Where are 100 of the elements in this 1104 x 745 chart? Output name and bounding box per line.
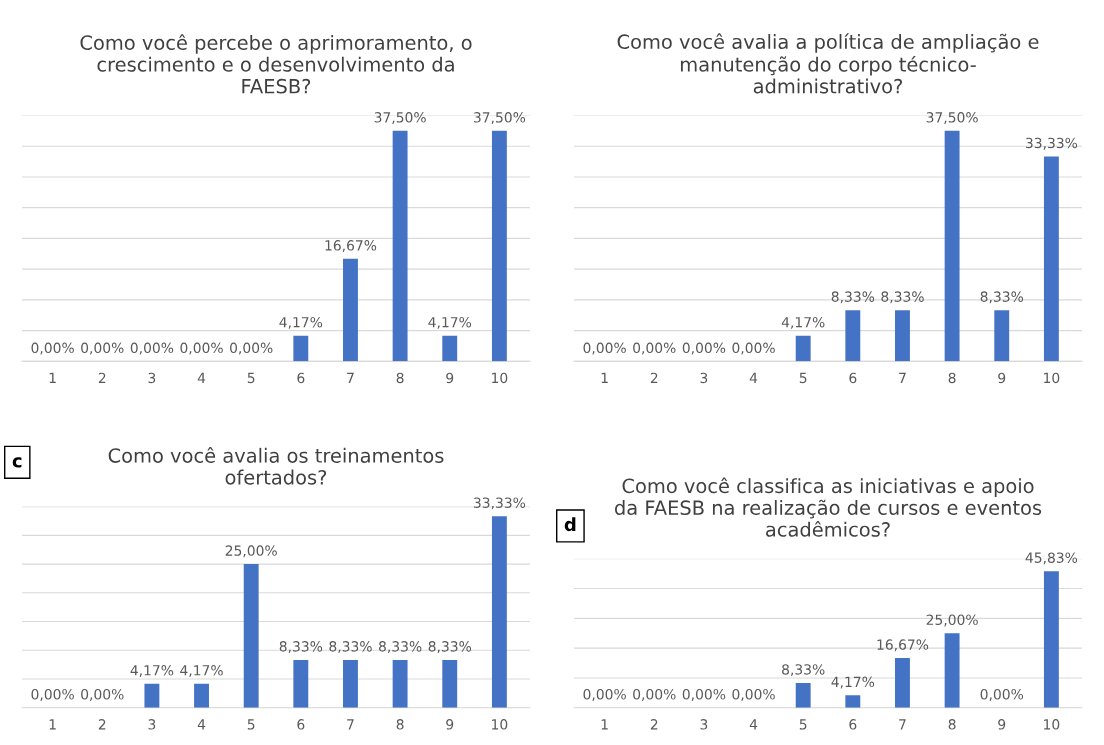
x-tick-label: 2 xyxy=(650,719,658,730)
x-tick-label: 5 xyxy=(247,372,255,384)
x-tick-label: 6 xyxy=(297,372,305,384)
x-tick-label: 9 xyxy=(446,719,454,730)
bar xyxy=(343,659,358,708)
data-label: 4,17% xyxy=(180,665,223,677)
x-tick-label: 5 xyxy=(799,719,807,730)
x-tick-label: 8 xyxy=(948,372,956,384)
bar xyxy=(293,659,309,708)
data-label: 0,00% xyxy=(633,342,676,355)
bar xyxy=(845,310,861,362)
data-label: 37,50% xyxy=(926,112,978,125)
data-label: 4,17% xyxy=(831,676,875,689)
data-label: 8,33% xyxy=(428,641,472,654)
chart-title: Como você avalia os treinamentos ofertados? xyxy=(108,447,444,485)
x-tick-label: 3 xyxy=(148,719,156,730)
bar xyxy=(1043,571,1059,708)
bar xyxy=(491,516,507,708)
x-tick-label: 1 xyxy=(601,719,608,730)
chart-title: Como você percebe o aprimoramento, o crescimento e o desenvolvimento da FAESB? xyxy=(80,34,472,94)
data-label: 8,33% xyxy=(980,291,1024,304)
x-tick-label: 10 xyxy=(492,372,508,384)
x-tick-label: 7 xyxy=(899,372,906,383)
x-tick-label: 4 xyxy=(197,719,206,730)
bar xyxy=(895,310,910,362)
data-label: 0,00% xyxy=(230,342,273,355)
data-label: 4,17% xyxy=(781,316,825,329)
x-tick-label: 10 xyxy=(1044,372,1060,384)
bar xyxy=(795,682,811,708)
bar xyxy=(994,310,1010,362)
bar xyxy=(795,335,811,362)
x-tick-label: 3 xyxy=(148,372,156,384)
data-label: 8,33% xyxy=(782,664,825,677)
bar xyxy=(895,658,910,708)
data-label: 4,17% xyxy=(130,665,174,677)
x-tick-label: 5 xyxy=(799,372,807,384)
x-tick-label: 6 xyxy=(849,372,857,384)
x-tick-label: 6 xyxy=(297,719,305,730)
x-tick-label: 2 xyxy=(98,372,106,383)
bar xyxy=(1043,156,1059,362)
data-label: 0,00% xyxy=(682,689,726,701)
x-tick-label: 8 xyxy=(396,372,404,384)
data-label: 25,00% xyxy=(926,614,978,627)
x-tick-label: 3 xyxy=(700,372,708,384)
data-label: 4,17% xyxy=(428,316,472,329)
data-label: 8,33% xyxy=(378,641,422,654)
bar xyxy=(944,130,960,362)
x-tick-label: 9 xyxy=(446,372,454,384)
data-label: 0,00% xyxy=(980,689,1024,701)
x-tick-label: 4 xyxy=(749,719,758,730)
data-label: 0,00% xyxy=(732,342,775,355)
x-tick-label: 8 xyxy=(948,719,956,730)
x-tick-label: 10 xyxy=(1044,719,1060,730)
x-tick-label: 4 xyxy=(749,372,758,383)
data-label: 0,00% xyxy=(583,342,626,355)
x-tick-label: 5 xyxy=(247,719,255,730)
x-tick-label: 10 xyxy=(492,719,508,730)
x-tick-label: 9 xyxy=(998,372,1006,384)
data-label: 8,33% xyxy=(831,291,875,304)
bar xyxy=(442,659,458,708)
text: c xyxy=(12,457,22,468)
x-tick-label: 1 xyxy=(49,719,56,730)
data-label: 0,00% xyxy=(81,342,124,355)
data-label: 37,50% xyxy=(374,112,426,125)
x-tick-label: 2 xyxy=(98,719,106,730)
data-label: 0,00% xyxy=(583,689,626,701)
bar xyxy=(144,683,160,708)
x-tick-label: 6 xyxy=(849,719,857,730)
bar xyxy=(392,659,408,708)
data-label: 25,00% xyxy=(225,545,277,558)
x-tick-label: 7 xyxy=(347,372,354,383)
data-label: 0,00% xyxy=(81,689,124,701)
x-tick-label: 1 xyxy=(49,372,56,383)
data-label: 16,67% xyxy=(325,240,377,253)
x-tick-label: 1 xyxy=(601,372,608,383)
data-label: 8,33% xyxy=(279,641,323,654)
x-tick-label: 2 xyxy=(650,372,658,383)
bar xyxy=(944,633,960,708)
bar xyxy=(243,564,259,708)
bar xyxy=(845,695,861,708)
data-label: 45,83% xyxy=(1025,552,1078,565)
data-label: 0,00% xyxy=(130,342,174,355)
data-label: 4,17% xyxy=(279,316,323,329)
data-label: 0,00% xyxy=(732,689,775,701)
x-tick-label: 7 xyxy=(347,719,354,730)
x-tick-label: 7 xyxy=(899,719,906,730)
bar xyxy=(194,683,209,708)
x-tick-label: 9 xyxy=(998,719,1006,730)
data-label: 8,33% xyxy=(881,291,924,304)
data-label: 0,00% xyxy=(31,689,74,701)
data-label: 0,00% xyxy=(31,342,74,355)
data-label: 8,33% xyxy=(329,641,372,654)
data-label: 16,67% xyxy=(877,639,929,652)
x-tick-label: 8 xyxy=(396,719,404,730)
text: d xyxy=(564,517,576,532)
data-label: 33,33% xyxy=(1025,137,1078,150)
data-label: 0,00% xyxy=(633,689,676,701)
data-label: 33,33% xyxy=(473,497,526,510)
data-label: 0,00% xyxy=(180,342,223,355)
chart-title: Como você classifica as iniciativas e apoio da FAESB na realização de cursos e eventos acadêmicos? xyxy=(615,477,1042,537)
